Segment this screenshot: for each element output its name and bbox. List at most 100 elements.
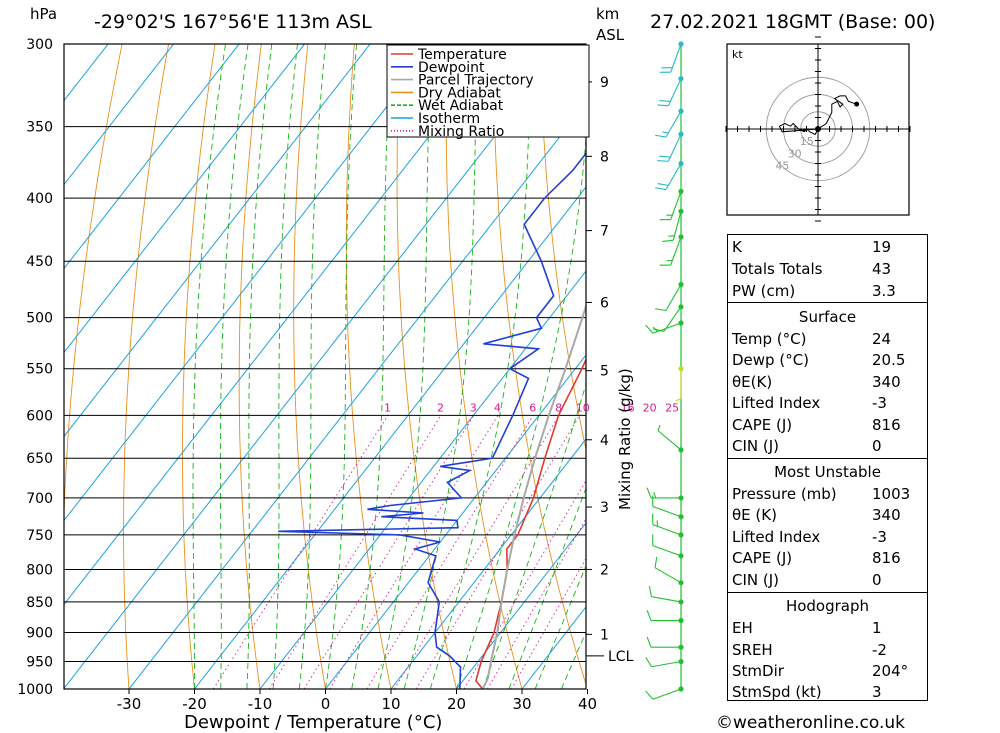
hodograph-ring-label: 45 bbox=[775, 160, 789, 173]
mixing-ratio-label: 8 bbox=[555, 401, 562, 414]
dewpoint-profile bbox=[278, 44, 586, 689]
wind-barb-feather bbox=[657, 424, 661, 431]
wind-barb-staff bbox=[672, 211, 682, 241]
hodograph-ring-label: 30 bbox=[788, 147, 802, 160]
mixing-ratio-label: 20 bbox=[643, 401, 657, 414]
dry-adiabat-line bbox=[64, 44, 123, 525]
wind-barb-feather bbox=[652, 326, 658, 332]
wind-barb-staff bbox=[651, 596, 682, 603]
k-index-label: K bbox=[732, 238, 742, 256]
pressure-unit-label: hPa bbox=[30, 5, 57, 23]
wind-barb-feather bbox=[655, 134, 667, 138]
surface-temp-value: 24 bbox=[872, 330, 892, 348]
wind-barb-staff bbox=[667, 133, 682, 162]
wind-barb-feather bbox=[654, 556, 658, 568]
km-tick-label: 2 bbox=[600, 562, 609, 578]
surface-cape-value: 816 bbox=[872, 416, 901, 434]
hodograph-ring-label: 15 bbox=[800, 135, 814, 148]
temp-tick-label: 20 bbox=[447, 695, 466, 713]
most-unstable-title: Most Unstable bbox=[774, 463, 881, 481]
legend-label: Dry Adiabat bbox=[418, 85, 501, 101]
pressure-tick-label: 950 bbox=[26, 655, 53, 671]
k-index-value: 19 bbox=[872, 238, 892, 256]
wet-adiabat-line bbox=[246, 44, 273, 689]
mu-thetae-value: 340 bbox=[872, 506, 901, 524]
legend-label: Wet Adiabat bbox=[418, 98, 504, 114]
mixing-ratio-axis-label: Mixing Ratio (g/kg) bbox=[616, 368, 634, 510]
eh-label: EH bbox=[732, 619, 753, 637]
wind-barb-staff bbox=[665, 284, 682, 311]
pressure-tick-label: 750 bbox=[26, 528, 53, 544]
km-tick-label: 6 bbox=[600, 295, 609, 311]
eh-value: 1 bbox=[872, 619, 882, 637]
isotherm-line bbox=[64, 44, 306, 354]
legend-label: Temperature bbox=[417, 47, 507, 63]
mixing-ratio-label: 6 bbox=[529, 401, 536, 414]
mu-li-value: -3 bbox=[872, 528, 887, 546]
mu-thetae-label: θE (K) bbox=[732, 506, 777, 524]
dry-adiabat-line bbox=[345, 44, 392, 689]
pressure-tick-label: 300 bbox=[26, 37, 53, 53]
wet-adiabat-line bbox=[534, 564, 586, 689]
wind-barb-feather bbox=[675, 398, 682, 402]
isotherm-line bbox=[390, 438, 586, 689]
mixing-ratio-label: 16 bbox=[621, 401, 635, 414]
isotherm-line bbox=[64, 44, 175, 186]
wind-barb-feather bbox=[659, 155, 671, 158]
pressure-tick-label: 650 bbox=[26, 451, 53, 467]
pressure-tick-label: 400 bbox=[26, 191, 53, 207]
asl-unit-label: ASL bbox=[596, 26, 625, 44]
wind-barb-staff bbox=[652, 688, 682, 700]
wind-barb-feather bbox=[646, 636, 652, 648]
isotherm-line bbox=[455, 522, 586, 689]
mu-cape-label: CAPE (J) bbox=[732, 549, 793, 567]
wet-adiabat-line bbox=[325, 44, 358, 689]
dry-adiabat-line bbox=[293, 44, 326, 689]
temperature-profile bbox=[475, 357, 586, 689]
surface-title: Surface bbox=[798, 308, 857, 326]
wind-barb-feather bbox=[645, 690, 654, 700]
mixing-ratio-label: 10 bbox=[576, 401, 590, 414]
x-axis-label: Dewpoint / Temperature (°C) bbox=[184, 712, 442, 733]
dry-adiabat-line bbox=[949, 7, 1000, 715]
mu-cape-value: 816 bbox=[872, 549, 901, 567]
temp-tick-label: 40 bbox=[578, 695, 597, 713]
surface-cin-value: 0 bbox=[872, 437, 882, 455]
wind-barb-dot bbox=[678, 514, 684, 520]
wet-adiabat-line bbox=[456, 133, 586, 689]
mixing-ratio-line bbox=[212, 415, 389, 689]
wind-barb-feather bbox=[657, 183, 669, 186]
hodograph-end-dot bbox=[854, 101, 860, 107]
surface-temp-label: Temp (°C) bbox=[732, 330, 807, 348]
surface-cape-label: CAPE (J) bbox=[732, 416, 793, 434]
wind-barb-staff bbox=[654, 567, 682, 584]
wind-barb-feather bbox=[662, 239, 674, 242]
surface-cin-label: CIN (J) bbox=[732, 437, 780, 455]
wet-adiabat-line bbox=[272, 44, 298, 689]
wind-barb-feather bbox=[659, 100, 671, 102]
mu-li-label: Lifted Index bbox=[732, 528, 821, 546]
stmspd-label: StmSpd (kt) bbox=[732, 683, 822, 701]
wind-barb-feather bbox=[648, 585, 652, 597]
dry-adiabat-line bbox=[123, 44, 170, 689]
km-tick-label: 7 bbox=[600, 224, 609, 240]
mixing-ratio-labels: 1 2 3 4 6 8 10 16 20 25 bbox=[384, 401, 679, 414]
wind-barb-feather bbox=[646, 487, 652, 499]
temp-tick-label: 10 bbox=[381, 695, 400, 713]
isotherm-line bbox=[64, 44, 109, 102]
wind-barb-dot bbox=[678, 234, 684, 240]
mixing-ratio-line bbox=[415, 415, 581, 689]
mu-cin-value: 0 bbox=[872, 571, 882, 589]
lcl-label: LCL bbox=[608, 649, 634, 665]
hodograph-origin-dot bbox=[815, 126, 821, 132]
wind-barb-column bbox=[645, 41, 684, 700]
plot-profiles bbox=[278, 44, 586, 689]
wind-barb-staff bbox=[652, 505, 682, 518]
wet-adiabat-line bbox=[403, 44, 479, 689]
pressure-tick-label: 800 bbox=[26, 562, 53, 578]
km-tick-label: 1 bbox=[600, 627, 609, 643]
isotherm-line bbox=[259, 270, 586, 689]
